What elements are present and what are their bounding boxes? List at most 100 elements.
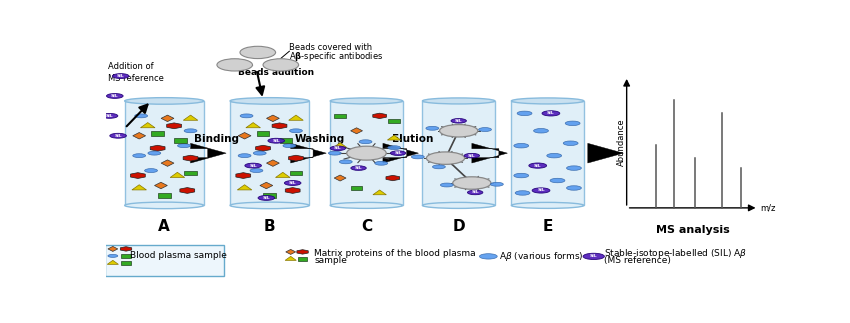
Text: SIL: SIL <box>334 146 342 150</box>
Ellipse shape <box>330 146 346 151</box>
Text: SIL: SIL <box>249 164 257 168</box>
FancyBboxPatch shape <box>512 101 584 205</box>
Ellipse shape <box>135 114 148 118</box>
Text: Elution: Elution <box>392 134 434 144</box>
Ellipse shape <box>451 119 467 123</box>
Ellipse shape <box>268 138 285 143</box>
Polygon shape <box>108 246 118 251</box>
Text: Blood plasma sample: Blood plasma sample <box>130 251 227 260</box>
Ellipse shape <box>542 111 560 116</box>
Ellipse shape <box>564 141 578 145</box>
Ellipse shape <box>422 98 495 104</box>
Polygon shape <box>180 188 195 193</box>
Text: SIL: SIL <box>105 114 113 118</box>
Ellipse shape <box>515 191 530 195</box>
FancyBboxPatch shape <box>388 119 399 123</box>
Ellipse shape <box>178 144 190 148</box>
Ellipse shape <box>240 46 275 58</box>
FancyBboxPatch shape <box>125 101 204 205</box>
Text: SIL: SIL <box>394 151 402 155</box>
Ellipse shape <box>411 155 424 159</box>
Polygon shape <box>289 115 303 120</box>
Text: sample: sample <box>314 255 348 265</box>
Polygon shape <box>121 247 132 251</box>
FancyBboxPatch shape <box>351 186 362 190</box>
Ellipse shape <box>359 140 372 144</box>
Ellipse shape <box>108 255 118 257</box>
Ellipse shape <box>583 253 604 259</box>
FancyBboxPatch shape <box>105 245 224 276</box>
Text: MS reference: MS reference <box>108 74 163 83</box>
Text: A$\bf{\beta}$-specific antibodies: A$\bf{\beta}$-specific antibodies <box>289 50 383 63</box>
Polygon shape <box>297 250 309 254</box>
Polygon shape <box>133 132 145 139</box>
Polygon shape <box>388 135 401 140</box>
Ellipse shape <box>330 98 403 104</box>
Ellipse shape <box>567 166 581 170</box>
Ellipse shape <box>230 202 309 209</box>
Polygon shape <box>382 143 418 163</box>
Polygon shape <box>162 115 174 121</box>
Text: D: D <box>452 219 465 234</box>
Polygon shape <box>333 143 347 148</box>
FancyBboxPatch shape <box>122 254 131 258</box>
Ellipse shape <box>101 113 118 118</box>
Text: A$\beta$ (various forms): A$\beta$ (various forms) <box>499 250 583 263</box>
Ellipse shape <box>512 203 584 208</box>
Ellipse shape <box>110 133 127 138</box>
Polygon shape <box>588 143 623 163</box>
Ellipse shape <box>550 178 565 183</box>
Polygon shape <box>472 143 507 163</box>
Text: Addition of: Addition of <box>108 62 153 71</box>
FancyBboxPatch shape <box>298 257 308 261</box>
Ellipse shape <box>283 144 296 148</box>
Ellipse shape <box>238 154 251 158</box>
FancyBboxPatch shape <box>122 261 131 265</box>
Polygon shape <box>288 155 303 161</box>
Text: (MS reference): (MS reference) <box>604 255 672 265</box>
Polygon shape <box>183 155 198 161</box>
Text: Beads addition: Beads addition <box>238 68 314 77</box>
Text: SIL: SIL <box>114 134 122 138</box>
FancyBboxPatch shape <box>151 131 164 136</box>
Text: SIL: SIL <box>289 181 297 185</box>
Ellipse shape <box>479 128 491 131</box>
Polygon shape <box>256 145 270 151</box>
Polygon shape <box>190 143 226 163</box>
Ellipse shape <box>106 94 123 99</box>
Polygon shape <box>150 145 165 151</box>
Ellipse shape <box>388 146 400 150</box>
Ellipse shape <box>433 165 445 169</box>
Text: E: E <box>542 219 552 234</box>
Polygon shape <box>170 172 184 178</box>
Ellipse shape <box>439 125 478 137</box>
Polygon shape <box>373 113 387 119</box>
Ellipse shape <box>339 160 352 164</box>
Text: SIL: SIL <box>590 255 598 258</box>
Ellipse shape <box>241 114 253 118</box>
Text: MS analysis: MS analysis <box>655 225 729 235</box>
Text: SIL: SIL <box>547 111 555 115</box>
FancyBboxPatch shape <box>280 138 292 143</box>
Ellipse shape <box>534 129 548 133</box>
Text: Stable-isotope-labelled (SIL) A$\beta$: Stable-isotope-labelled (SIL) A$\beta$ <box>604 247 747 260</box>
FancyBboxPatch shape <box>174 138 187 143</box>
Polygon shape <box>238 132 251 139</box>
Ellipse shape <box>565 121 580 126</box>
Ellipse shape <box>253 151 266 155</box>
Ellipse shape <box>390 151 405 155</box>
Ellipse shape <box>351 166 366 170</box>
Ellipse shape <box>328 151 341 155</box>
Polygon shape <box>286 249 296 255</box>
Ellipse shape <box>250 169 263 172</box>
Ellipse shape <box>263 59 298 71</box>
FancyBboxPatch shape <box>158 193 171 198</box>
Ellipse shape <box>422 203 495 208</box>
Polygon shape <box>140 122 155 128</box>
Ellipse shape <box>468 190 483 195</box>
Polygon shape <box>285 256 297 260</box>
Polygon shape <box>373 190 387 195</box>
Ellipse shape <box>490 182 503 186</box>
Ellipse shape <box>133 154 145 158</box>
Polygon shape <box>130 172 145 179</box>
